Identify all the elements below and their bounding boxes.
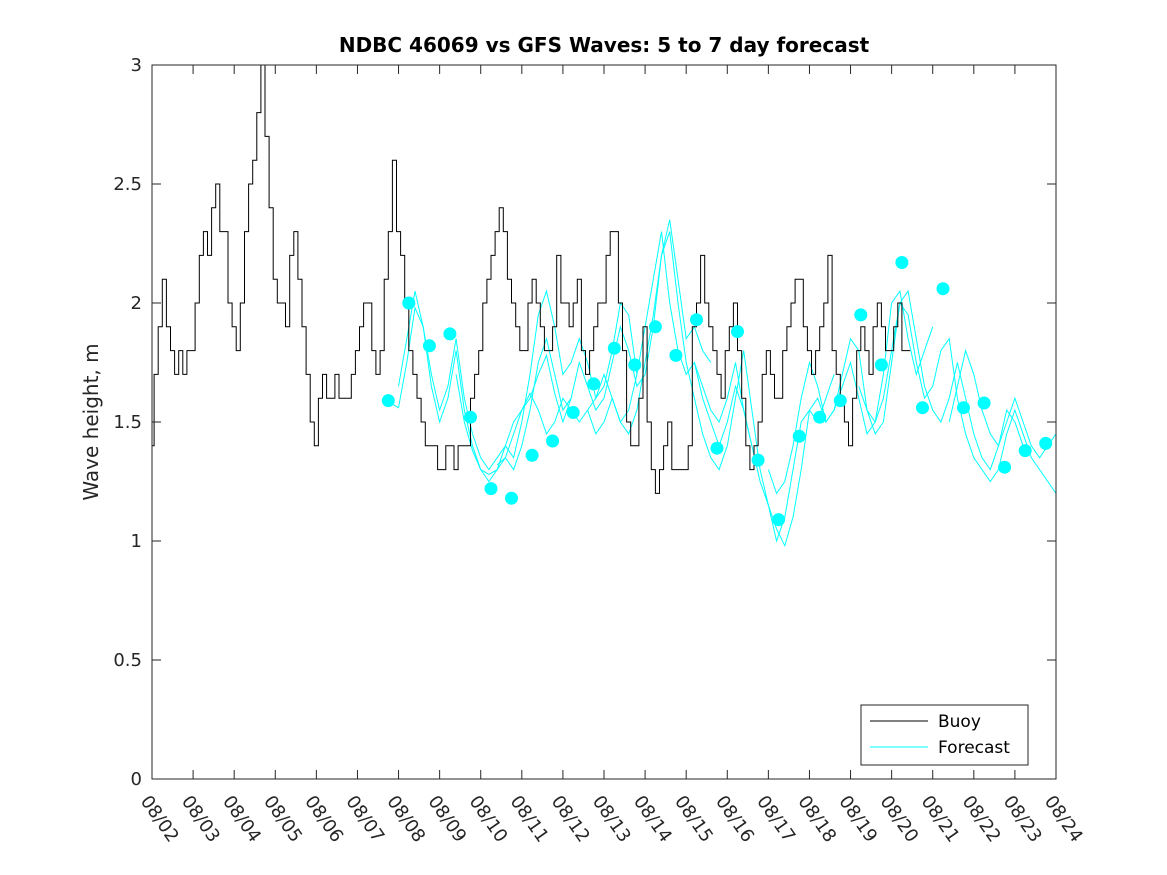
forecast-marker (1039, 436, 1053, 450)
forecast-marker (648, 320, 662, 334)
y-tick-label: 2.5 (113, 174, 142, 195)
x-tick-label: 08/12 (547, 792, 594, 847)
forecast-marker (607, 341, 621, 355)
x-tick-label: 08/23 (999, 792, 1046, 847)
forecast-marker (874, 358, 888, 372)
y-tick-label: 2 (131, 293, 142, 314)
buoy-line (152, 64, 911, 494)
x-tick-label: 08/10 (465, 792, 512, 847)
forecast-marker (402, 296, 416, 310)
x-tick-label: 08/18 (793, 792, 840, 847)
forecast-marker (505, 491, 518, 505)
forecast-marker (710, 441, 724, 455)
forecast-marker (854, 308, 868, 322)
forecast-marker (895, 256, 909, 269)
forecast-line-6 (693, 289, 934, 548)
forecast-marker (546, 434, 560, 448)
forecast-marker (484, 482, 498, 496)
x-tick-label: 08/02 (136, 792, 183, 847)
forecast-marker (422, 339, 436, 353)
forecast-line-7 (767, 289, 1024, 495)
forecast-line-2 (398, 289, 638, 471)
x-tick-label: 08/04 (218, 792, 265, 847)
x-tick-label: 08/05 (259, 792, 306, 847)
forecast-marker (977, 396, 991, 410)
forecast-marker (525, 448, 539, 462)
forecast-line-3 (455, 219, 712, 475)
x-tick-label: 08/07 (341, 792, 388, 847)
forecast-marker (772, 513, 786, 527)
x-tick-label: 08/06 (300, 792, 347, 847)
y-tick-label: 3 (131, 55, 142, 76)
forecast-marker (464, 410, 477, 424)
forecast-marker (587, 377, 601, 391)
y-axis-label: Wave height, m (79, 343, 103, 500)
forecast-marker (628, 358, 642, 372)
x-tick-label: 08/20 (876, 792, 923, 847)
legend: Buoy Forecast (860, 704, 1029, 766)
forecast-marker (998, 460, 1012, 474)
forecast-marker (690, 313, 703, 327)
x-tick-label: 08/21 (917, 792, 964, 847)
forecast-marker (566, 406, 580, 419)
legend-buoy-label: Buoy (938, 712, 981, 732)
y-tick-label: 0 (131, 769, 142, 790)
forecast-marker (1018, 444, 1032, 458)
x-tick-label: 08/19 (834, 792, 881, 847)
y-tick-label: 1.5 (113, 412, 142, 433)
y-tick-label: 0.5 (113, 650, 142, 671)
forecast-line-5 (587, 231, 835, 543)
x-tick-label: 08/13 (588, 792, 635, 847)
x-tick-label: 08/03 (177, 792, 224, 847)
x-tick-label: 08/16 (711, 792, 758, 847)
legend-forecast-label: Forecast (938, 738, 1010, 758)
forecast-line-4 (496, 231, 753, 466)
forecast-marker (936, 282, 950, 296)
x-tick-label: 08/15 (670, 792, 717, 847)
forecast-marker (731, 325, 744, 339)
x-tick-label: 08/22 (958, 792, 1005, 847)
forecast-marker (957, 401, 970, 415)
forecast-marker (916, 401, 929, 415)
chart-title: NDBC 46069 vs GFS Waves: 5 to 7 day fore… (339, 33, 870, 57)
x-tick-label: 08/11 (506, 792, 553, 847)
forecast-marker (443, 327, 457, 341)
forecast-marker (792, 429, 806, 443)
x-tick-label: 08/14 (629, 792, 676, 847)
data-layer (152, 64, 1057, 548)
forecast-marker (751, 453, 765, 467)
forecast-marker (381, 394, 395, 408)
x-tick-label: 08/08 (382, 792, 429, 847)
x-tick-label: 08/17 (752, 792, 799, 847)
legend-box (860, 704, 1029, 766)
forecast-marker (833, 394, 847, 408)
forecast-marker (669, 348, 683, 362)
x-tick-label: 08/09 (424, 792, 471, 847)
x-tick-label: 08/24 (1040, 792, 1087, 847)
forecast-marker (813, 410, 827, 424)
forecast-line-9 (948, 348, 1057, 459)
y-tick-label: 1 (131, 531, 142, 552)
